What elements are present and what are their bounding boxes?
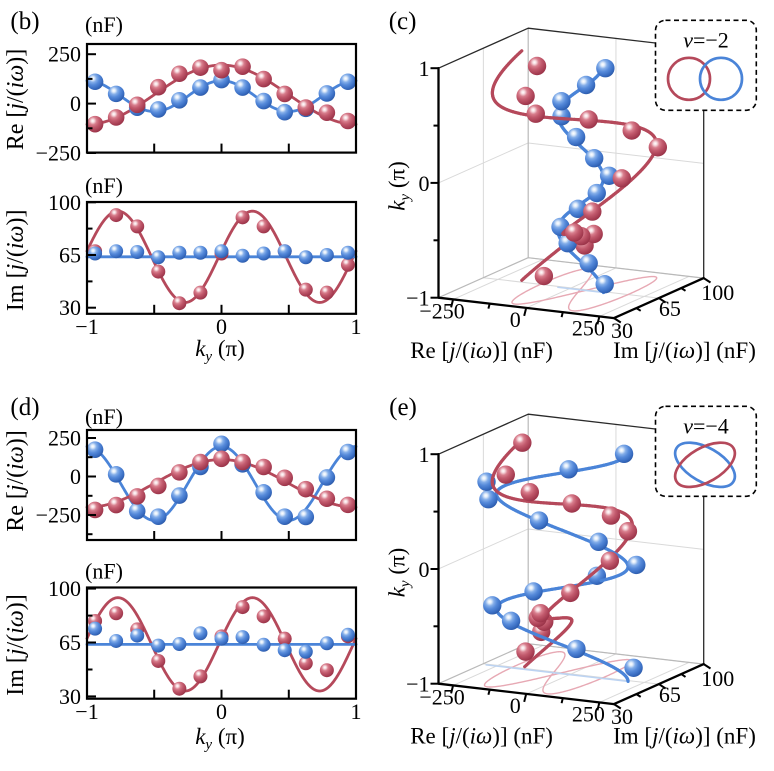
svg-text:0: 0	[70, 464, 81, 489]
svg-text:0: 0	[419, 557, 430, 582]
svg-text:250: 250	[48, 42, 81, 67]
svg-text:(nF): (nF)	[85, 173, 123, 198]
svg-text:−250: −250	[36, 503, 81, 528]
svg-text:ky (π): ky (π)	[385, 548, 414, 598]
svg-text:0: 0	[216, 699, 227, 724]
svg-text:(c): (c)	[389, 8, 417, 35]
svg-text:1: 1	[419, 442, 430, 467]
svg-text:Re [j/(iω)] (nF): Re [j/(iω)] (nF)	[410, 338, 553, 363]
svg-text:−250: −250	[419, 684, 464, 709]
svg-text:Im [j/(iω)]: Im [j/(iω)]	[3, 209, 29, 311]
svg-text:1: 1	[351, 699, 362, 724]
svg-text:0: 0	[510, 307, 521, 332]
svg-text:Im [j/(iω)] (nF): Im [j/(iω)] (nF)	[613, 338, 756, 363]
svg-text:0: 0	[510, 693, 521, 718]
svg-text:1: 1	[419, 56, 430, 81]
svg-text:−1: −1	[75, 314, 98, 339]
svg-text:ky (π): ky (π)	[195, 336, 245, 365]
svg-text:30: 30	[59, 684, 81, 709]
svg-text:−1: −1	[406, 672, 429, 697]
svg-text:(e): (e)	[389, 394, 417, 421]
svg-text:(nF): (nF)	[85, 559, 123, 584]
svg-text:v=−4: v=−4	[683, 413, 729, 438]
svg-text:100: 100	[701, 280, 734, 305]
svg-text:Re [j/(iω)]: Re [j/(iω)]	[3, 49, 29, 151]
svg-text:250: 250	[572, 701, 605, 726]
svg-text:(nF): (nF)	[85, 12, 123, 37]
svg-text:Im [j/(iω)] (nF): Im [j/(iω)] (nF)	[613, 724, 756, 749]
svg-text:0: 0	[70, 91, 81, 116]
svg-text:ky (π): ky (π)	[195, 724, 245, 753]
svg-text:30: 30	[611, 318, 633, 343]
svg-text:100: 100	[48, 576, 81, 601]
svg-text:30: 30	[59, 295, 81, 320]
svg-text:65: 65	[659, 682, 681, 707]
svg-text:v=−2: v=−2	[683, 27, 729, 52]
svg-text:250: 250	[48, 426, 81, 451]
svg-text:0: 0	[419, 171, 430, 196]
svg-text:Im [j/(iω)]: Im [j/(iω)]	[3, 594, 29, 696]
svg-text:(b): (b)	[10, 8, 39, 35]
svg-text:(d): (d)	[10, 394, 39, 421]
svg-text:−250: −250	[419, 298, 464, 323]
svg-text:65: 65	[59, 243, 81, 268]
svg-text:250: 250	[572, 315, 605, 340]
svg-text:0: 0	[216, 314, 227, 339]
svg-text:100: 100	[701, 666, 734, 691]
svg-text:Re [j/(iω)] (nF): Re [j/(iω)] (nF)	[410, 724, 553, 749]
svg-text:30: 30	[611, 704, 633, 729]
svg-text:Re [j/(iω)]: Re [j/(iω)]	[3, 430, 29, 532]
svg-text:−1: −1	[75, 699, 98, 724]
svg-text:−250: −250	[36, 141, 81, 166]
svg-text:100: 100	[48, 190, 81, 215]
svg-text:1: 1	[351, 314, 362, 339]
svg-text:65: 65	[659, 296, 681, 321]
svg-text:65: 65	[59, 630, 81, 655]
svg-text:(nF): (nF)	[85, 404, 123, 429]
svg-text:ky (π): ky (π)	[385, 161, 414, 211]
svg-text:−1: −1	[406, 286, 429, 311]
